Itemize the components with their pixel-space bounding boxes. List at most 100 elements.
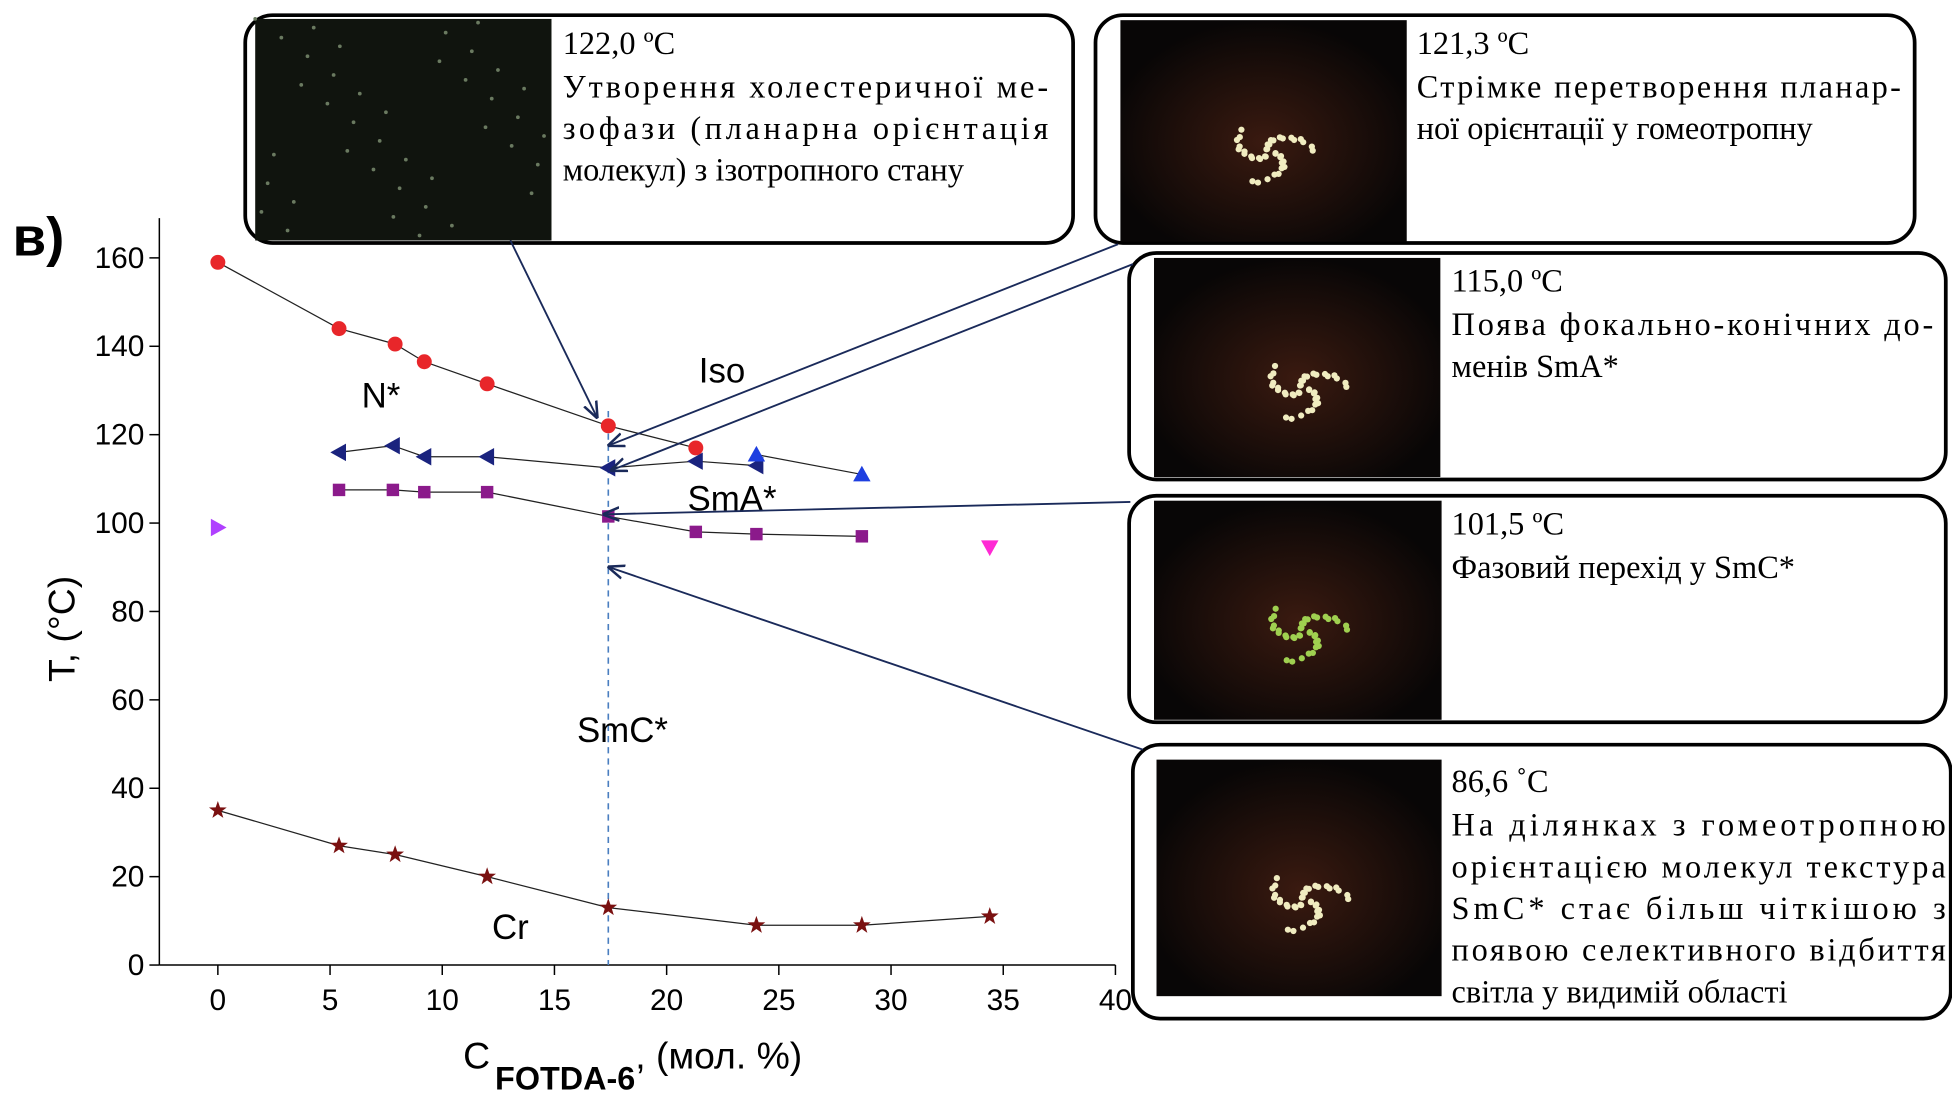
texture-speck (1304, 616, 1311, 623)
texture-speck (1305, 650, 1312, 657)
texture-speck (1324, 373, 1331, 380)
texture-speck (1301, 889, 1308, 896)
texture-speck (1313, 614, 1321, 621)
texture-speck (417, 233, 422, 238)
texture-speck (476, 20, 480, 25)
texture-speck (1284, 926, 1292, 933)
callout-temperature: 101,5 ºС (1452, 505, 1565, 541)
point (855, 530, 869, 543)
texture-speck (1282, 414, 1290, 421)
point (689, 525, 703, 539)
micrograph (255, 18, 552, 241)
phase-label: Iso (699, 351, 745, 390)
texture-speck (437, 59, 442, 64)
callout-arrow (603, 501, 1131, 514)
texture-speck (1238, 126, 1245, 133)
texture-speck (1281, 389, 1288, 396)
texture-speck (1297, 901, 1304, 908)
point (853, 465, 871, 482)
texture-speck (1283, 901, 1290, 908)
texture-speck (311, 25, 316, 30)
texture-speck (1300, 620, 1307, 627)
texture-speck (1272, 605, 1279, 612)
texture-speck (1306, 919, 1314, 927)
callout-temperature: 121,3 ºС (1417, 25, 1530, 61)
micrograph (1156, 759, 1442, 997)
texture-speck (325, 101, 330, 106)
texture-speck (1295, 389, 1302, 396)
texture-speck (496, 68, 500, 72)
point (687, 452, 703, 470)
texture-speck (1270, 379, 1277, 386)
y-axis-label: T, (°C) (41, 576, 83, 682)
texture-speck (1305, 386, 1313, 394)
x-axis-label-sub: FOTDA-6 (495, 1061, 635, 1096)
texture-speck (469, 49, 474, 54)
texture-speck (1282, 632, 1289, 639)
texture-speck (1305, 407, 1312, 414)
texture-speck (1300, 139, 1307, 146)
point (602, 510, 615, 523)
texture-speck (1314, 913, 1321, 920)
y-tick-label: 120 (95, 419, 145, 452)
texture-speck (1279, 135, 1286, 142)
texture-speck (1271, 891, 1279, 899)
callout-arrow (608, 567, 1144, 751)
texture-speck (1273, 875, 1280, 882)
texture-speck (1272, 882, 1279, 889)
texture-speck (391, 214, 396, 219)
texture-speck (1289, 658, 1296, 665)
texture-speck (291, 200, 296, 204)
point (599, 898, 618, 916)
texture-speck (1275, 384, 1282, 391)
texture-speck (272, 152, 276, 157)
callout-text: появою селективного відбиття (1452, 932, 1946, 968)
texture-speck (1249, 178, 1256, 185)
texture-speck (371, 167, 376, 172)
micrograph (1120, 20, 1407, 242)
texture-speck (384, 110, 388, 115)
micrograph (1154, 500, 1442, 720)
x-axis-label: CFOTDA-6, (мол. %) (463, 1034, 802, 1096)
texture-speck (279, 35, 284, 40)
texture-speck (1311, 633, 1318, 640)
texture-speck (509, 144, 514, 148)
texture-speck (1275, 627, 1282, 634)
y-tick-label: 40 (111, 772, 144, 805)
y-tick-label: 80 (111, 595, 144, 628)
texture-speck (1264, 145, 1271, 153)
texture-speck (1277, 154, 1284, 161)
micrograph (1154, 257, 1441, 478)
texture-speck (443, 30, 448, 35)
point (208, 801, 227, 818)
x-tick-label: 0 (210, 984, 227, 1017)
texture-speck (463, 78, 468, 82)
texture-speck (489, 96, 494, 101)
point (416, 354, 432, 370)
texture-speck (1299, 924, 1307, 931)
texture-speck (357, 91, 362, 96)
texture-speck (1291, 136, 1298, 144)
texture-speck (529, 191, 534, 196)
texture-speck (1345, 895, 1352, 903)
point (747, 445, 766, 462)
texture-speck (1299, 894, 1306, 901)
callout-text: зофази (планарна орієнтація (563, 110, 1049, 146)
point (852, 915, 871, 933)
texture-speck (1299, 377, 1307, 384)
texture-speck (1305, 885, 1312, 892)
x-tick-label: 30 (874, 984, 907, 1017)
callout-text: ної орієнтації у гомеотропну (1417, 110, 1814, 146)
point (599, 459, 616, 477)
texture-speck (1326, 885, 1333, 892)
texture-speck (1333, 375, 1340, 382)
point (478, 867, 497, 885)
texture-speck (1325, 615, 1332, 623)
texture-speck (483, 125, 488, 130)
texture-speck (1272, 150, 1279, 157)
texture-speck (1306, 629, 1313, 636)
texture-speck (1271, 171, 1278, 178)
texture-speck (1303, 373, 1311, 380)
point (330, 443, 347, 462)
